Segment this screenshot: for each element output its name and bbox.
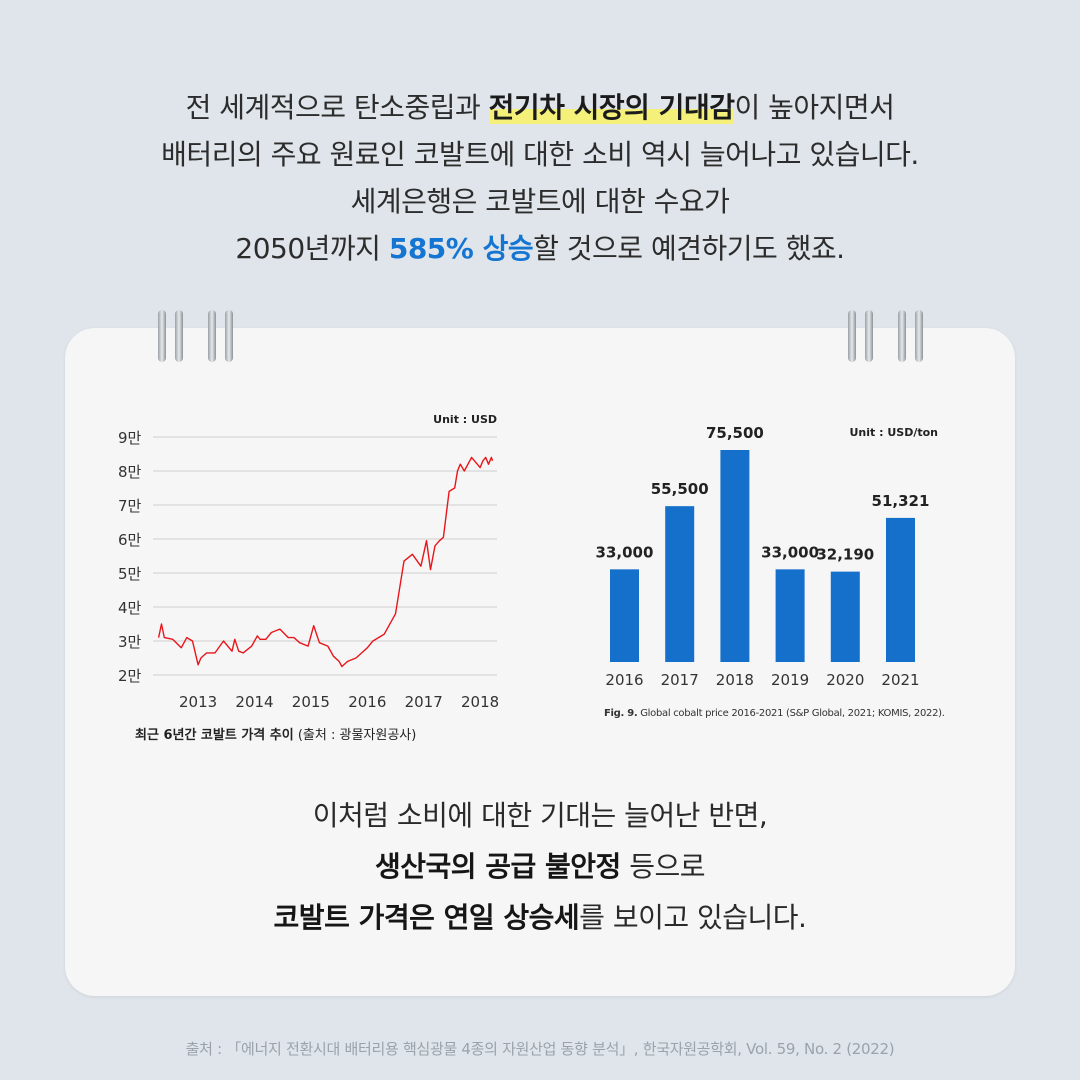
conclusion-line-3: 코발트 가격은 연일 상승세를 보이고 있습니다. — [65, 892, 1015, 943]
conclusion-line-3-rest: 를 보이고 있습니다. — [579, 901, 807, 934]
intro-line-3: 세계은행은 코발트에 대한 수요가 — [350, 185, 730, 218]
bar-value-label: 33,000 — [761, 543, 819, 561]
x-tick-label: 2017 — [661, 671, 699, 689]
binder-ring-right-3 — [898, 310, 906, 362]
binder-ring-right-2 — [865, 310, 873, 362]
bar-value-label: 51,321 — [872, 492, 930, 510]
bar — [775, 569, 805, 662]
x-tick-label: 2015 — [292, 693, 330, 711]
binder-ring-left-4 — [225, 310, 233, 362]
bar — [720, 450, 750, 662]
x-tick-label: 2013 — [179, 693, 217, 711]
bar-chart-caption-fig: Fig. 9. — [604, 708, 638, 719]
intro-line-2: 배터리의 주요 원료인 코발트에 대한 소비 역시 늘어나고 있습니다. — [161, 138, 919, 171]
x-tick-label: 2017 — [405, 693, 443, 711]
line-chart-caption: 최근 6년간 코발트 가격 추이 (출처 : 광물자원공사) — [135, 724, 416, 743]
y-tick-label: 7만 — [118, 497, 142, 515]
conclusion-text: 이처럼 소비에 대한 기대는 늘어난 반면, 생산국의 공급 불안정 등으로 코… — [65, 790, 1015, 943]
intro-text: 전 세계적으로 탄소중립과 전기차 시장의 기대감이 높아지면서 배터리의 주요… — [0, 84, 1080, 272]
x-tick-label: 2021 — [881, 671, 919, 689]
binder-ring-right-4 — [915, 310, 923, 362]
conclusion-line-1: 이처럼 소비에 대한 기대는 늘어난 반면, — [312, 799, 768, 832]
conclusion-line-2-rest: 등으로 — [620, 850, 706, 883]
x-tick-label: 2016 — [605, 671, 643, 689]
conclusion-line-2-bold: 생산국의 공급 불안정 — [374, 850, 621, 883]
binder-ring-left-1 — [158, 310, 166, 362]
intro-line-4-pre: 2050년까지 — [235, 232, 389, 265]
intro-line-4-post: 할 것으로 예견하기도 했죠. — [533, 232, 845, 265]
intro-highlight-ev: 전기차 시장의 기대감 — [488, 91, 735, 124]
unit-label: Unit : USD/ton — [850, 426, 939, 439]
x-tick-label: 2016 — [348, 693, 386, 711]
intro-line-4: 2050년까지 585% 상승할 것으로 예견하기도 했죠. — [0, 225, 1080, 272]
intro-line-1-post: 이 높아지면서 — [734, 91, 895, 124]
x-tick-label: 2019 — [771, 671, 809, 689]
unit-label: Unit : USD — [433, 413, 497, 426]
binder-ring-right-1 — [848, 310, 856, 362]
conclusion-line-3-bold: 코발트 가격은 연일 상승세 — [273, 901, 580, 934]
y-tick-label: 9만 — [118, 429, 142, 447]
x-tick-label: 2020 — [826, 671, 864, 689]
bar — [886, 517, 915, 662]
source-citation: 출처 : 「에너지 전환시대 배터리용 핵심광물 4종의 자원산업 동향 분석」… — [185, 1040, 895, 1058]
binder-ring-left-2 — [175, 310, 183, 362]
bar — [830, 571, 860, 662]
bar — [610, 569, 639, 662]
binder-ring-left-3 — [208, 310, 216, 362]
x-tick-label: 2018 — [716, 671, 754, 689]
bar-value-label: 32,190 — [816, 546, 874, 564]
line-chart-caption-title: 최근 6년간 코발트 가격 추이 — [135, 728, 294, 743]
y-tick-label: 6만 — [118, 531, 142, 549]
line-chart-caption-source: (출처 : 광물자원공사) — [293, 728, 417, 743]
x-tick-label: 2018 — [461, 693, 499, 711]
y-tick-label: 5만 — [118, 565, 142, 583]
bar-value-label: 75,500 — [706, 424, 764, 442]
bar-value-label: 33,000 — [596, 543, 654, 561]
bar-chart: 33,000 2016 55,500 2017 75,500 2018 33,000 2019… — [596, 424, 938, 689]
intro-line-1: 전 세계적으로 탄소중립과 전기차 시장의 기대감이 높아지면서 — [0, 84, 1080, 131]
y-tick-label: 2만 — [118, 667, 142, 685]
x-tick-label: 2014 — [235, 693, 273, 711]
conclusion-line-2: 생산국의 공급 불안정 등으로 — [65, 841, 1015, 892]
y-tick-label: 4만 — [118, 599, 142, 617]
line-chart: 2만 3만 4만 5만 6만 7만 8만 9만 2013 2014 2015 2016 2017 2018… — [118, 413, 499, 711]
bar-chart-caption: Fig. 9. Global cobalt price 2016-2021 (S… — [604, 708, 945, 719]
intro-line-1-pre: 전 세계적으로 탄소중립과 — [185, 91, 489, 124]
y-tick-label: 8만 — [118, 463, 142, 481]
intro-highlight-585: 585% 상승 — [388, 232, 534, 265]
y-tick-label: 3만 — [118, 633, 142, 651]
bar-value-label: 55,500 — [651, 480, 709, 498]
bar — [665, 506, 695, 662]
bar-chart-caption-text: Global cobalt price 2016-2021 (S&P Globa… — [637, 708, 945, 719]
series-line-cobalt-price — [157, 456, 494, 668]
